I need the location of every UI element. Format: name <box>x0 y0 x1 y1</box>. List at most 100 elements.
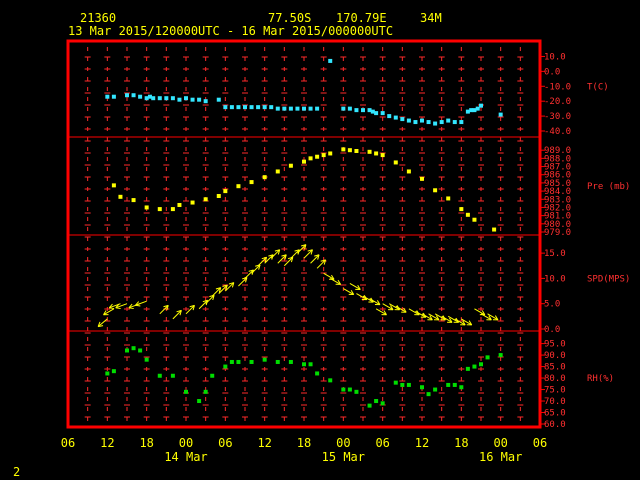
data-point <box>170 373 175 378</box>
data-point <box>380 153 385 158</box>
y-tick-label: 986.0 <box>544 171 571 181</box>
data-point <box>406 169 411 174</box>
x-tick-label: 18 <box>454 436 468 450</box>
data-point <box>328 58 333 63</box>
data-point <box>249 105 254 110</box>
wind-arrow-head <box>212 295 215 301</box>
data-point <box>446 196 451 201</box>
wind-arrow-shaft <box>369 298 381 306</box>
data-point <box>203 389 208 394</box>
wind-arrow-head <box>294 249 300 252</box>
wind-arrow <box>395 305 407 313</box>
x-tick-label: 06 <box>375 436 389 450</box>
data-point <box>374 111 379 116</box>
wind-arrow <box>461 318 473 326</box>
data-point <box>315 106 320 111</box>
data-point <box>275 169 280 174</box>
x-tick-label: 18 <box>139 436 153 450</box>
x-tick-label: 00 <box>179 436 193 450</box>
data-point <box>308 106 313 111</box>
wind-arrow-head <box>331 274 335 280</box>
wind-arrow-shaft <box>375 308 387 316</box>
wind-arrow-head <box>494 315 499 321</box>
data-point <box>105 94 110 99</box>
data-point <box>433 387 438 392</box>
wind-arrow-head <box>115 303 120 309</box>
data-point <box>249 180 254 185</box>
wind-arrow-shaft <box>159 304 169 315</box>
wind-arrow-shaft <box>310 254 320 264</box>
data-point <box>275 359 280 364</box>
data-point <box>295 106 300 111</box>
wind-arrow-shaft <box>270 249 281 259</box>
panel-label: SPD(MPS) <box>587 274 630 284</box>
wind-arrow-head <box>231 282 235 288</box>
time-range: 13 Mar 2015/120000UTC - 16 Mar 2015/0000… <box>68 24 393 38</box>
data-point <box>393 160 398 165</box>
wind-arrow-head <box>135 301 140 306</box>
wind-arrow-head <box>300 244 307 247</box>
y-tick-label: 980.0 <box>544 220 571 230</box>
wind-arrow-shaft <box>441 315 453 323</box>
x-tick-label: 12 <box>100 436 114 450</box>
data-point <box>354 149 359 153</box>
wind-arrow-head <box>245 277 248 283</box>
wind-arrow-head <box>488 315 492 321</box>
data-point <box>131 93 136 98</box>
wind-arrow-head <box>462 320 466 326</box>
wind-arrow-head <box>403 307 407 313</box>
y-tick-label: 80.0 <box>544 374 566 384</box>
data-point <box>406 382 411 387</box>
data-point <box>125 348 129 353</box>
data-point <box>229 359 234 364</box>
wind-arrow-head <box>128 307 134 310</box>
wind-arrow <box>103 308 115 316</box>
y-tick-label: -30.0 <box>544 112 571 122</box>
data-point <box>328 378 333 383</box>
data-point <box>315 154 320 159</box>
wind-arrow-head <box>189 304 195 308</box>
date-label: 14 Mar <box>164 450 207 464</box>
data-point <box>387 114 392 119</box>
wind-arrow-head <box>222 284 228 287</box>
wind-arrow-shaft <box>323 272 335 280</box>
data-point <box>131 346 136 351</box>
data-point <box>111 369 116 374</box>
wind-arrow-shaft <box>395 305 407 313</box>
data-point <box>236 184 241 189</box>
data-point <box>147 94 152 99</box>
data-point <box>118 194 123 199</box>
data-point <box>262 175 267 180</box>
data-point <box>111 183 116 188</box>
data-point <box>249 359 254 364</box>
wind-arrow <box>316 259 327 269</box>
data-point <box>347 148 352 153</box>
data-point <box>144 96 149 101</box>
wind-arrow <box>97 318 108 328</box>
data-point <box>144 357 149 362</box>
wind-arrow-shaft <box>198 299 208 310</box>
wind-arrow-shaft <box>356 293 368 301</box>
wind-arrow-head <box>258 264 261 270</box>
wind-arrow-shaft <box>290 249 300 259</box>
data-point <box>282 106 287 111</box>
data-point <box>151 96 156 101</box>
y-tick-label: 988.0 <box>544 154 571 164</box>
data-point <box>393 115 398 120</box>
y-tick-label: 65.0 <box>544 409 566 419</box>
data-point <box>485 355 490 360</box>
data-point <box>170 207 175 212</box>
data-point <box>177 203 182 207</box>
data-point <box>157 207 162 212</box>
wind-arrow-head <box>310 249 313 255</box>
wind-arrow-head <box>97 321 101 327</box>
data-point <box>138 94 143 99</box>
wind-arrow-head <box>98 325 104 328</box>
data-point <box>341 147 346 152</box>
data-point <box>236 359 241 364</box>
wind-arrow-shaft <box>343 288 354 295</box>
station-id: 21360 <box>80 11 116 25</box>
data-point <box>302 106 306 111</box>
wind-arrow <box>172 309 182 320</box>
